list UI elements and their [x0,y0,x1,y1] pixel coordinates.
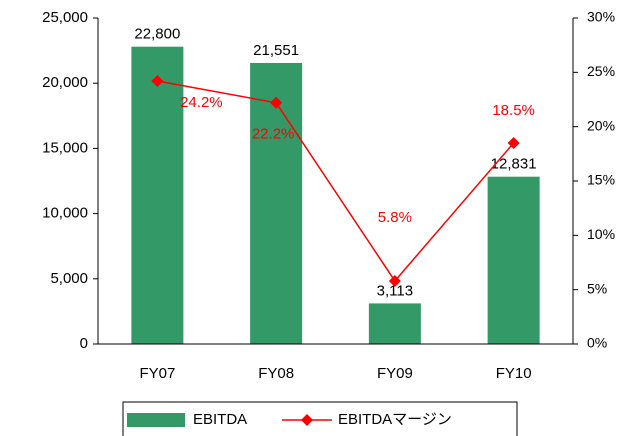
y2-tick-label: 15% [587,172,615,188]
y2-tick-label: 30% [587,9,615,25]
bar-label: 22,800 [134,26,180,43]
line-marker [388,274,401,287]
line [157,80,515,283]
bar-label: 12,831 [491,156,537,173]
y-tick-label: 5,000 [50,270,88,287]
bar [368,303,421,344]
y2-tick-label: 0% [587,335,607,351]
y-tick-label: 10,000 [42,205,88,222]
bar-label: 3,113 [377,282,413,299]
y2-tick-label: 10% [587,226,615,242]
y2-tick-label: 20% [587,117,615,133]
line-marker [270,96,283,109]
bar [487,176,540,344]
x-tick-label: FY10 [496,365,532,382]
legend-label: EBITDA [193,411,247,428]
line-label: 5.8% [378,209,412,226]
line-label: 22.2% [252,126,295,143]
y-tick-label: 20,000 [42,74,88,91]
bar [131,46,184,345]
legend-swatch [127,413,185,427]
y-tick-label: 0 [80,335,88,352]
bar-label: 21,551 [253,42,299,59]
legend-label: EBITDAマージン [338,411,452,428]
y-tick-label: 25,000 [42,9,88,26]
legend-box [122,401,518,436]
x-tick-label: FY08 [258,365,294,382]
x-tick-label: FY09 [377,365,413,382]
y2-tick-label: 25% [587,63,615,79]
bar [250,62,303,344]
legend-marker [301,414,313,426]
y2-tick-label: 5% [587,280,607,296]
y-tick-label: 15,000 [42,139,88,156]
line-label: 18.5% [492,102,535,119]
x-tick-label: FY07 [139,365,175,382]
line-label: 24.2% [180,94,223,111]
line-marker [151,75,164,88]
line-marker [507,136,520,149]
